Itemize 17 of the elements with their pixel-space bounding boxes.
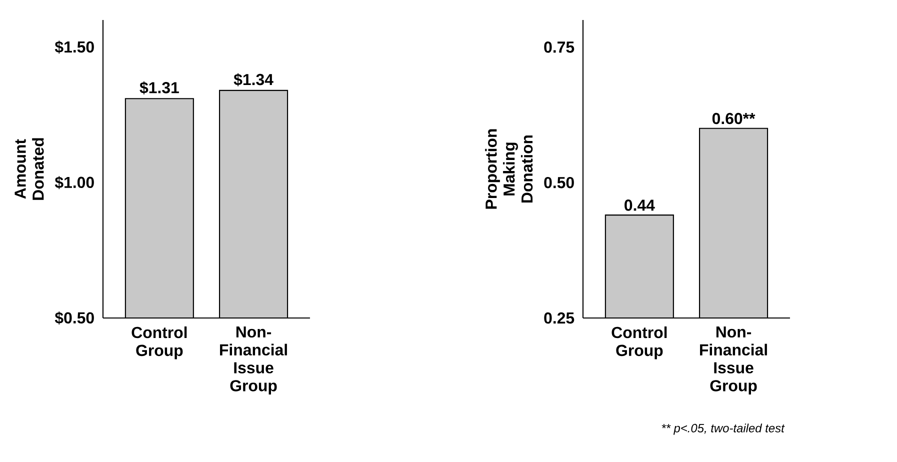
x-tick-label: Non-Financial Issue Group <box>220 326 287 395</box>
x-tick-label: Control Group <box>132 326 187 360</box>
data-label: $1.34 <box>234 73 274 86</box>
y-axis-title: Amount Donated <box>14 138 44 200</box>
x-tick-label: Non-Financial Issue Group <box>700 326 767 395</box>
y-tick-label: $1.50 <box>54 40 94 54</box>
y-tick-label: 0.50 <box>544 176 574 188</box>
x-tick-label: Control Group <box>612 326 667 360</box>
data-label: 0.44 <box>624 200 655 211</box>
data-label: 0.60** <box>712 112 756 124</box>
y-tick-label: 0.25 <box>544 312 574 324</box>
text: ** p<.05, two-tailed test <box>662 424 785 435</box>
y-tick-label: 0.75 <box>544 41 574 53</box>
y-axis-title: Proportion Making Donation <box>485 129 533 209</box>
y-tick-label: $0.50 <box>54 312 94 325</box>
y-tick-label: $1.00 <box>54 176 94 190</box>
data-label: $1.31 <box>140 81 179 94</box>
